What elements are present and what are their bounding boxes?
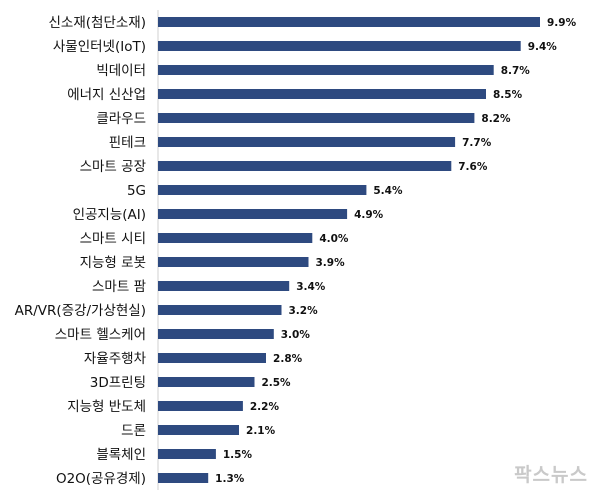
bar: [158, 401, 243, 411]
category-label: 자율주행차: [84, 351, 147, 367]
bar: [158, 305, 282, 315]
category-label: 신소재(첨단소재): [49, 15, 146, 31]
category-label: 드론: [121, 423, 146, 439]
value-label: 7.6%: [458, 161, 488, 173]
value-label: 1.5%: [223, 449, 253, 461]
category-label: 지능형 로봇: [80, 255, 146, 271]
category-label: 스마트 공장: [80, 159, 146, 175]
bar: [158, 233, 313, 243]
category-label: AR/VR(증강/가상현실): [15, 303, 146, 319]
category-label: 스마트 팜: [92, 279, 146, 295]
value-label: 2.2%: [250, 401, 280, 413]
value-label: 7.7%: [462, 137, 492, 149]
bar: [158, 185, 367, 195]
bar: [158, 257, 309, 267]
value-label: 3.9%: [315, 257, 345, 269]
value-label: 2.8%: [273, 353, 303, 365]
category-label: 3D프린팅: [90, 375, 146, 391]
bar: [158, 113, 475, 123]
value-label: 4.0%: [319, 233, 349, 245]
value-label: 9.4%: [528, 41, 558, 53]
bar: [158, 281, 290, 291]
bar: [158, 65, 494, 75]
bar: [158, 329, 274, 339]
category-label: 5G: [127, 183, 146, 199]
category-label: 클라우드: [96, 111, 146, 127]
bar: [158, 17, 540, 27]
value-label: 8.2%: [481, 113, 511, 125]
category-label: 에너지 신산업: [67, 87, 146, 103]
category-label: 인공지능(AI): [73, 207, 146, 223]
value-label: 2.1%: [246, 425, 276, 437]
value-label: 3.2%: [288, 305, 318, 317]
category-label: 지능형 반도체: [67, 399, 146, 415]
bar: [158, 161, 452, 171]
bar: [158, 473, 209, 483]
bar: [158, 377, 255, 387]
category-label: 스마트 시티: [80, 231, 146, 247]
watermark-logo: 팍스뉴스: [514, 464, 588, 486]
category-label: 빅데이터: [96, 63, 146, 79]
bar: [158, 425, 239, 435]
value-label: 4.9%: [354, 209, 384, 221]
bar: [158, 209, 348, 219]
value-label: 3.0%: [281, 329, 311, 341]
value-label: 1.3%: [215, 473, 245, 485]
value-label: 5.4%: [373, 185, 403, 197]
bar: [158, 353, 266, 363]
value-label: 2.5%: [261, 377, 291, 389]
category-label: 사물인터넷(IoT): [53, 39, 146, 55]
category-label: 블록체인: [96, 447, 146, 463]
value-label: 3.4%: [296, 281, 326, 293]
bar: [158, 41, 521, 51]
bar: [158, 89, 486, 99]
bar: [158, 449, 216, 459]
category-label: 스마트 헬스케어: [55, 327, 146, 343]
value-label: 8.5%: [493, 89, 523, 101]
category-label: 핀테크: [109, 135, 146, 151]
value-label: 9.9%: [547, 17, 577, 29]
value-label: 8.7%: [501, 65, 531, 77]
bar: [158, 137, 456, 147]
category-label: O2O(공유경제): [56, 471, 146, 487]
